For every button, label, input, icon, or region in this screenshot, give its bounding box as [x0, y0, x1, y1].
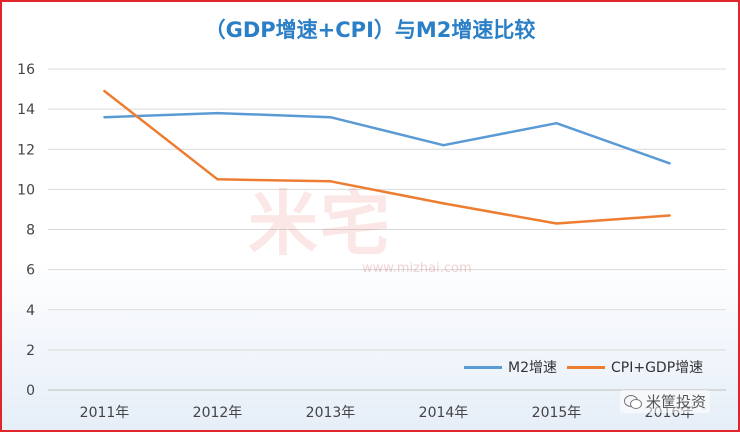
chart-legend: M2增速 CPI+GDP增速 — [464, 357, 703, 377]
legend-item-m2: M2增速 — [464, 357, 557, 377]
series-0-point-5 — [668, 162, 671, 165]
legend-label-m2: M2增速 — [508, 360, 557, 376]
legend-swatch-cpi-gdp — [567, 365, 605, 369]
chart-title: （GDP增速+CPI）与M2增速比较 — [204, 18, 536, 42]
x-tick-label-3: 2014年 — [419, 405, 469, 421]
y-tick-label-8: 8 — [26, 223, 35, 239]
series-1-point-1 — [216, 178, 219, 181]
series-1-point-5 — [668, 214, 671, 217]
series-line-1 — [103, 89, 671, 225]
wechat-icon — [624, 394, 642, 409]
legend-label-cpi-gdp: CPI+GDP增速 — [611, 360, 704, 376]
series-0-point-0 — [103, 115, 106, 119]
y-tick-label-16: 16 — [17, 62, 35, 78]
y-tick-label-10: 10 — [17, 182, 35, 198]
series-0-point-3 — [442, 144, 445, 147]
series-line-0 — [103, 111, 671, 165]
wechat-badge: 米筐投资 — [620, 390, 711, 413]
x-tick-label-0: 2011年 — [80, 405, 130, 421]
legend-swatch-m2 — [464, 365, 502, 369]
y-tick-label-2: 2 — [26, 343, 35, 359]
y-tick-label-6: 6 — [26, 263, 35, 279]
series-1-point-2 — [329, 180, 332, 183]
series-1-point-4 — [555, 222, 558, 225]
legend-item-cpi-gdp: CPI+GDP增速 — [567, 357, 703, 377]
badge-text: 米筐投资 — [646, 393, 707, 411]
series-1-point-0 — [103, 89, 106, 93]
series-1-point-3 — [442, 202, 445, 205]
series-0-point-2 — [329, 115, 332, 119]
x-tick-label-2: 2013年 — [306, 405, 356, 421]
y-tick-label-12: 12 — [17, 142, 35, 158]
series-0-point-1 — [216, 111, 219, 115]
x-tick-label-4: 2015年 — [532, 405, 582, 421]
series-0-point-4 — [555, 121, 558, 125]
y-tick-label-0: 0 — [26, 383, 35, 399]
y-tick-label-4: 4 — [26, 303, 35, 319]
y-tick-label-14: 14 — [17, 102, 35, 118]
x-tick-label-1: 2012年 — [193, 405, 243, 421]
